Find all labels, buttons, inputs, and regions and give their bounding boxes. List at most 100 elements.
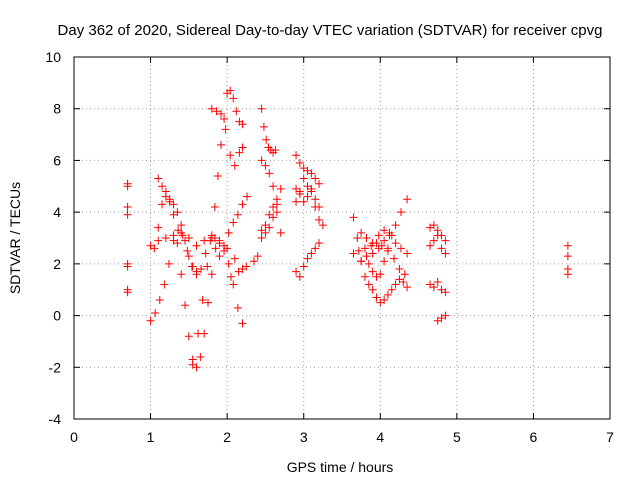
data-point	[272, 208, 281, 217]
data-point	[403, 283, 412, 292]
data-point	[213, 171, 222, 180]
data-point	[197, 265, 206, 274]
data-point	[387, 231, 396, 240]
data-point	[380, 236, 389, 245]
data-point	[399, 277, 408, 286]
x-tick-label: 0	[70, 429, 78, 445]
data-point	[154, 236, 163, 245]
data-point	[183, 246, 192, 255]
data-point	[295, 159, 304, 168]
data-point	[123, 288, 132, 297]
data-point	[229, 218, 238, 227]
grid-lines	[74, 57, 610, 419]
data-point	[429, 221, 438, 230]
data-point	[374, 231, 383, 240]
data-point	[374, 244, 383, 253]
data-point	[318, 221, 327, 230]
data-point	[315, 215, 324, 224]
data-point	[383, 244, 392, 253]
data-point	[233, 303, 242, 312]
data-point	[151, 308, 160, 317]
data-point	[203, 262, 212, 271]
data-point	[383, 290, 392, 299]
data-point	[311, 202, 320, 211]
y-tick-label: -2	[49, 359, 62, 375]
data-point	[315, 239, 324, 248]
data-point	[265, 223, 274, 232]
data-point	[349, 213, 358, 222]
data-point	[173, 208, 182, 217]
y-tick-label: 0	[53, 308, 61, 324]
data-point	[230, 161, 239, 170]
data-point	[311, 195, 320, 204]
data-point	[261, 228, 270, 237]
series-arc-O	[292, 239, 324, 281]
data-point	[215, 236, 224, 245]
data-point	[376, 270, 385, 279]
data-point	[353, 234, 362, 242]
data-point	[146, 316, 155, 325]
data-point	[357, 228, 366, 237]
data-point	[224, 228, 233, 237]
series-isolated-0.7h	[123, 179, 132, 297]
data-point	[198, 296, 207, 305]
y-tick-label: 10	[45, 49, 61, 65]
series-arc-N	[292, 184, 327, 230]
data-point	[362, 252, 371, 261]
data-point	[160, 280, 169, 289]
x-tick-label: 3	[300, 429, 308, 445]
data-point	[242, 262, 251, 271]
data-point	[276, 228, 285, 237]
data-point	[123, 182, 132, 191]
data-point	[299, 174, 308, 183]
data-point	[200, 236, 209, 245]
data-point	[217, 109, 226, 118]
data-point	[212, 107, 221, 116]
series-arc-I	[257, 200, 281, 237]
y-tick-labels: -4 -2 0 2 4 6 8 10	[45, 49, 61, 427]
data-point	[188, 262, 197, 271]
y-tick-label: 4	[53, 204, 61, 220]
series-arc-F	[207, 104, 247, 170]
data-point	[563, 270, 572, 279]
data-point	[243, 192, 252, 201]
x-tick-label: 5	[453, 429, 461, 445]
data-point	[155, 296, 164, 305]
data-point	[196, 352, 205, 361]
data-point	[181, 301, 190, 310]
y-axis-label: SDTVAR / TECUs	[7, 182, 23, 294]
data-point	[395, 265, 404, 274]
data-point	[217, 140, 226, 149]
data-point	[311, 244, 320, 253]
data-point	[177, 228, 186, 237]
data-point	[368, 239, 377, 248]
data-point	[426, 241, 435, 250]
data-point	[230, 254, 239, 263]
series-isolated-6.45h	[563, 241, 572, 279]
data-point	[349, 249, 358, 258]
data-point	[390, 254, 399, 263]
data-point	[235, 148, 244, 157]
data-point	[441, 288, 450, 297]
data-point	[123, 202, 132, 211]
data-point	[269, 213, 278, 222]
data-point	[292, 184, 301, 193]
data-point	[184, 234, 193, 242]
data-point	[265, 169, 274, 178]
data-point	[169, 200, 178, 209]
y-tick-label: 8	[53, 101, 61, 117]
data-point	[360, 244, 369, 253]
data-point	[262, 135, 271, 144]
data-point	[292, 151, 301, 160]
data-point	[177, 221, 186, 230]
data-point	[396, 208, 405, 217]
series-arc-K	[257, 156, 285, 237]
series-arc-H	[226, 184, 285, 281]
data-point	[307, 169, 316, 178]
data-point	[177, 270, 186, 279]
data-point	[123, 262, 132, 271]
series-arc-L	[292, 151, 324, 188]
data-point	[315, 179, 324, 188]
data-point	[403, 195, 412, 204]
data-point	[429, 283, 438, 292]
